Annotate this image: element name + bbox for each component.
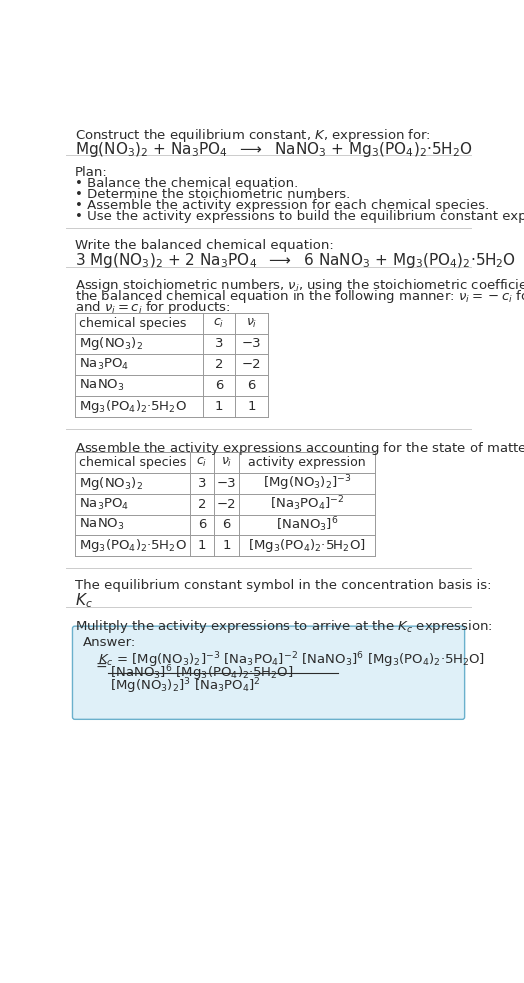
Text: 1: 1 [223, 540, 231, 552]
Text: −2: −2 [242, 358, 261, 372]
Text: −3: −3 [217, 477, 236, 490]
Text: chemical species: chemical species [80, 317, 187, 329]
Text: • Assemble the activity expression for each chemical species.: • Assemble the activity expression for e… [75, 199, 489, 211]
Text: Construct the equilibrium constant, $K$, expression for:: Construct the equilibrium constant, $K$,… [75, 127, 431, 145]
Text: $\nu_i$: $\nu_i$ [246, 317, 257, 329]
Text: 6: 6 [198, 518, 206, 532]
Text: −2: −2 [217, 497, 236, 510]
Text: 1: 1 [247, 400, 256, 413]
Text: [Mg(NO$_3$)$_2$]$^3$ [Na$_3$PO$_4$]$^2$: [Mg(NO$_3$)$_2$]$^3$ [Na$_3$PO$_4$]$^2$ [110, 676, 260, 696]
Text: • Determine the stoichiometric numbers.: • Determine the stoichiometric numbers. [75, 188, 350, 202]
Text: 6: 6 [247, 379, 256, 392]
Text: 2: 2 [215, 358, 223, 372]
FancyBboxPatch shape [72, 626, 465, 720]
Text: NaNO$_3$: NaNO$_3$ [80, 378, 125, 393]
Text: 1: 1 [198, 540, 206, 552]
Text: 1: 1 [215, 400, 223, 413]
Text: [Mg(NO$_3$)$_2$]$^{-3}$: [Mg(NO$_3$)$_2$]$^{-3}$ [263, 474, 351, 493]
Text: $K_c$ = [Mg(NO$_3$)$_2$]$^{-3}$ [Na$_3$PO$_4$]$^{-2}$ [NaNO$_3$]$^6$ [Mg$_3$(PO$: $K_c$ = [Mg(NO$_3$)$_2$]$^{-3}$ [Na$_3$P… [98, 650, 485, 669]
Text: Na$_3$PO$_4$: Na$_3$PO$_4$ [80, 496, 130, 512]
Text: Mg(NO$_3$)$_2$: Mg(NO$_3$)$_2$ [80, 335, 144, 353]
Text: 3 Mg(NO$_3$)$_2$ + 2 Na$_3$PO$_4$  $\longrightarrow$  6 NaNO$_3$ + Mg$_3$(PO$_4$: 3 Mg(NO$_3$)$_2$ + 2 Na$_3$PO$_4$ $\long… [75, 252, 516, 270]
Text: Write the balanced chemical equation:: Write the balanced chemical equation: [75, 239, 334, 252]
Text: 6: 6 [223, 518, 231, 532]
Text: Mg(NO$_3$)$_2$: Mg(NO$_3$)$_2$ [80, 475, 144, 492]
Text: 3: 3 [198, 477, 206, 490]
Text: [NaNO$_3$]$^6$: [NaNO$_3$]$^6$ [276, 515, 338, 534]
Text: $K_c$: $K_c$ [75, 592, 93, 610]
Text: Answer:: Answer: [83, 636, 136, 649]
Text: Mg$_3$(PO$_4$)$_2$·5H$_2$O: Mg$_3$(PO$_4$)$_2$·5H$_2$O [80, 398, 187, 415]
Text: 3: 3 [215, 337, 223, 351]
Text: Assign stoichiometric numbers, $\nu_i$, using the stoichiometric coefficients, $: Assign stoichiometric numbers, $\nu_i$, … [75, 277, 524, 294]
Text: chemical species: chemical species [80, 456, 187, 469]
Text: Mg(NO$_3$)$_2$ + Na$_3$PO$_4$  $\longrightarrow$  NaNO$_3$ + Mg$_3$(PO$_4$)$_2$·: Mg(NO$_3$)$_2$ + Na$_3$PO$_4$ $\longrigh… [75, 140, 472, 158]
Text: $c_i$: $c_i$ [196, 456, 208, 469]
Text: $c_i$: $c_i$ [213, 317, 225, 329]
Text: 6: 6 [215, 379, 223, 392]
Text: • Use the activity expressions to build the equilibrium constant expression.: • Use the activity expressions to build … [75, 209, 524, 222]
Text: $\nu_i$: $\nu_i$ [221, 456, 232, 469]
Text: Assemble the activity expressions accounting for the state of matter and $\nu_i$: Assemble the activity expressions accoun… [75, 439, 524, 457]
Text: 2: 2 [198, 497, 206, 510]
Text: the balanced chemical equation in the following manner: $\nu_i = -c_i$ for react: the balanced chemical equation in the fo… [75, 288, 524, 305]
Text: NaNO$_3$: NaNO$_3$ [80, 517, 125, 533]
Text: Na$_3$PO$_4$: Na$_3$PO$_4$ [80, 357, 130, 373]
Text: Mulitply the activity expressions to arrive at the $K_c$ expression:: Mulitply the activity expressions to arr… [75, 617, 493, 635]
Text: • Balance the chemical equation.: • Balance the chemical equation. [75, 177, 298, 191]
Text: [NaNO$_3$]$^6$ [Mg$_3$(PO$_4$)$_2$·5H$_2$O]: [NaNO$_3$]$^6$ [Mg$_3$(PO$_4$)$_2$·5H$_2… [110, 664, 293, 683]
Text: Plan:: Plan: [75, 166, 107, 179]
Text: activity expression: activity expression [248, 456, 366, 469]
Text: −3: −3 [242, 337, 261, 351]
Text: [Mg$_3$(PO$_4$)$_2$·5H$_2$O]: [Mg$_3$(PO$_4$)$_2$·5H$_2$O] [248, 537, 366, 554]
Text: and $\nu_i = c_i$ for products:: and $\nu_i = c_i$ for products: [75, 299, 231, 316]
Text: =: = [96, 660, 107, 674]
Text: The equilibrium constant symbol in the concentration basis is:: The equilibrium constant symbol in the c… [75, 579, 492, 592]
Text: [Na$_3$PO$_4$]$^{-2}$: [Na$_3$PO$_4$]$^{-2}$ [270, 494, 344, 513]
Text: Mg$_3$(PO$_4$)$_2$·5H$_2$O: Mg$_3$(PO$_4$)$_2$·5H$_2$O [80, 537, 187, 554]
